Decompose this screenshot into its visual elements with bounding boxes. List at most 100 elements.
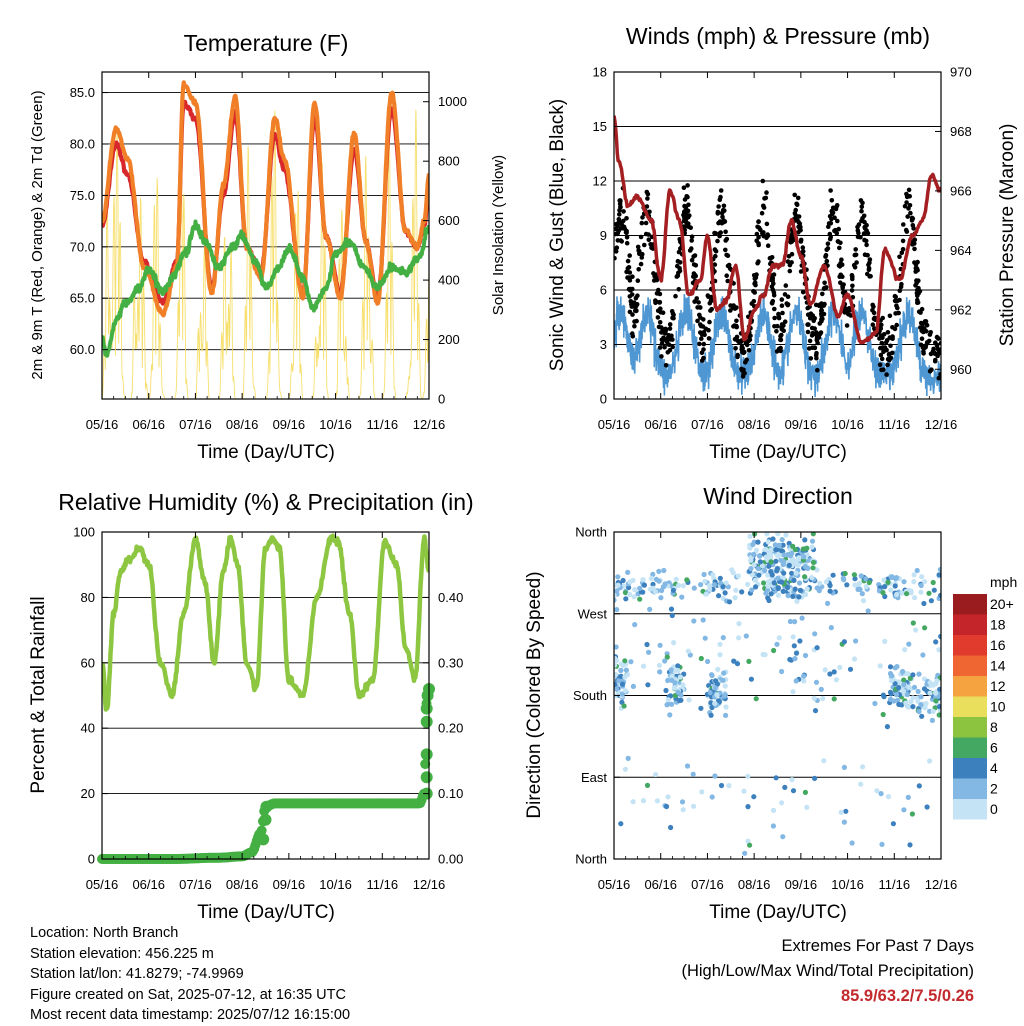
direction-point [671, 640, 677, 646]
wind-line [614, 291, 941, 398]
direction-point [628, 659, 634, 665]
direction-point [741, 788, 747, 794]
direction-point [664, 654, 670, 660]
gust-point [659, 341, 665, 346]
direction-point [792, 586, 798, 592]
gust-point [776, 314, 781, 319]
gust-point [921, 351, 926, 356]
direction-point [709, 704, 715, 711]
gust-point [747, 337, 753, 343]
gust-point [864, 222, 869, 228]
direction-point [882, 638, 888, 645]
gust-point [635, 244, 641, 250]
direction-point [831, 669, 837, 675]
direction-point [700, 617, 706, 623]
direction-point [809, 538, 816, 544]
direction-point [701, 571, 707, 578]
direction-point [930, 708, 936, 715]
direction-point [735, 573, 742, 579]
gust-point [774, 329, 779, 334]
direction-point [937, 566, 941, 573]
direction-point [936, 647, 941, 653]
gust-point [739, 366, 744, 372]
gust-point [720, 208, 726, 214]
direction-point [736, 635, 742, 641]
gust-point [840, 290, 846, 295]
gust-point [656, 324, 662, 330]
direction-point [823, 579, 829, 585]
gust-point [782, 319, 788, 325]
gust-point [902, 203, 908, 209]
winds-y2tick-label: 960 [950, 362, 972, 377]
gust-point [725, 253, 731, 258]
speed-legend: mph 20+ 18 16 14 12 10 8 6 4 2 0 [953, 574, 1017, 820]
direction-point [793, 678, 799, 684]
direction-point [720, 584, 726, 590]
gust-point [839, 257, 844, 263]
humidity-ytick-label: 100 [73, 525, 95, 540]
gust-point [858, 234, 863, 240]
direction-point [810, 559, 817, 566]
gust-point [695, 305, 700, 310]
gust-point [871, 310, 877, 316]
gust-point [756, 219, 761, 224]
gust-point [636, 267, 641, 272]
direction-point [921, 600, 927, 607]
gust-point [897, 288, 903, 294]
humidity-xtick-label: 06/16 [132, 877, 165, 892]
direction-point [906, 704, 912, 710]
direction-point [714, 692, 720, 698]
direction-point [909, 811, 916, 817]
gust-point [639, 255, 645, 260]
gust-point [861, 213, 867, 219]
gust-point [698, 322, 703, 327]
gust-point [879, 340, 885, 346]
direction-point [910, 620, 916, 626]
gust-point [850, 274, 855, 280]
direction-point [644, 782, 651, 789]
gust-point [795, 195, 801, 201]
direction-point [618, 667, 624, 674]
direction-point [665, 677, 671, 684]
direction-point [821, 758, 827, 764]
gust-point [740, 346, 745, 351]
gust-point [821, 286, 827, 292]
direction-point [778, 579, 785, 585]
winds-xtick-label: 12/16 [925, 417, 958, 432]
direction-point [669, 701, 675, 707]
direction-point [790, 593, 796, 600]
precip-point [259, 813, 272, 826]
gust-point [630, 334, 636, 339]
direction-point [653, 771, 659, 778]
gust-point [759, 210, 765, 216]
gust-point [782, 292, 788, 297]
temperature-y2tick-label: 600 [438, 213, 460, 228]
gust-point [778, 348, 783, 354]
direction-point [938, 592, 941, 598]
gust-point [683, 205, 689, 210]
gust-point [785, 259, 791, 264]
gust-point [774, 349, 780, 354]
direction-point [723, 580, 729, 586]
gust-point [833, 206, 839, 212]
direction-point [930, 579, 936, 586]
gust-point [698, 330, 703, 335]
direction-point [920, 652, 926, 658]
direction-point [757, 553, 763, 559]
humidity-y2tick-label: 0.40 [438, 590, 463, 605]
direction-point [911, 579, 917, 585]
direction-point [842, 570, 848, 577]
direction-point [820, 695, 826, 702]
direction-point [739, 589, 745, 595]
legend-label: 4 [990, 760, 998, 776]
gust-point [723, 247, 728, 253]
direction-point [753, 547, 760, 554]
direction-point [623, 596, 629, 602]
direction-point [841, 819, 848, 825]
direction-point [736, 621, 742, 627]
gust-point [660, 310, 666, 316]
gust-point [649, 245, 654, 250]
direction-point [900, 688, 907, 695]
gust-point [670, 344, 675, 350]
gust-point [615, 220, 621, 226]
